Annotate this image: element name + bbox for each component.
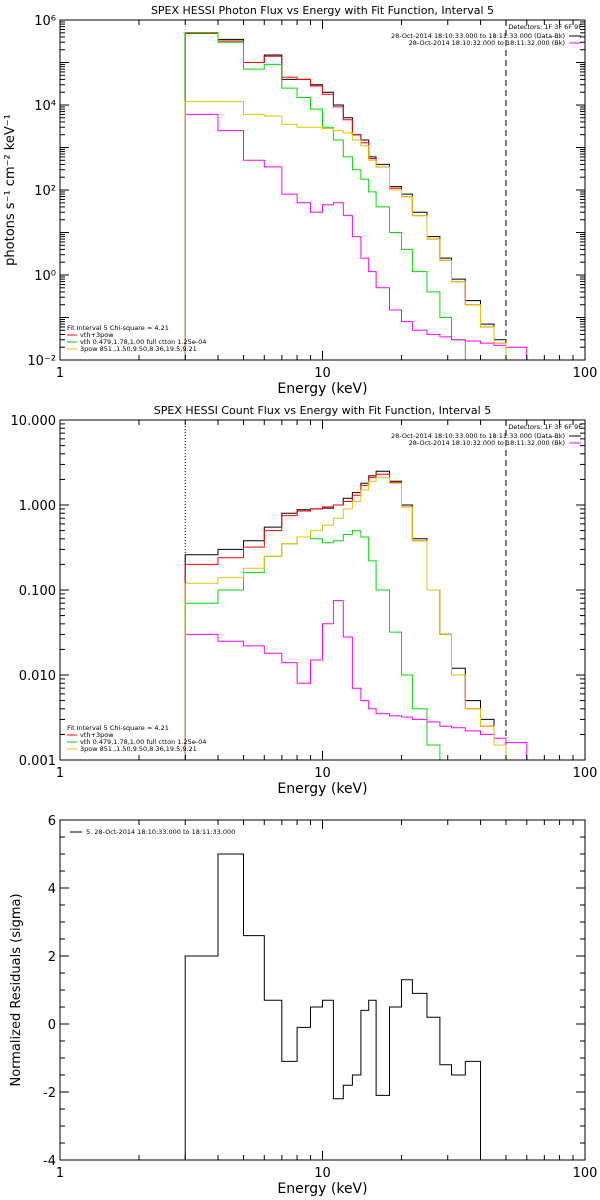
y-axis: 10⁻² 10⁰ 10² 10⁴ 10⁶ photons s⁻¹ cm⁻² keV⁻¹: [3, 14, 585, 369]
y-tick-label: 10⁶: [34, 14, 56, 29]
y-tick-label: 10⁻²: [27, 354, 56, 369]
x-tick-label: 100: [573, 1166, 598, 1181]
fit-legend-label: vth+3pow: [80, 731, 114, 739]
y-axis-label: photons s⁻¹ cm⁻² keV⁻¹: [3, 114, 18, 266]
x-axis: 1 10 100 Energy (keV): [56, 420, 598, 797]
y-tick-label: 0.010: [19, 669, 56, 684]
series-line-4: [184, 600, 528, 760]
fit-legend-label: 3pow 851.,1.50,9.50,8.36,19.5,9.21: [80, 345, 197, 353]
x-axis-label: Energy (keV): [277, 1181, 367, 1197]
y-tick-label: 10⁴: [34, 99, 56, 114]
y-axis: -4 -2 0 2 4 6 Normalized Residuals (sigma): [9, 814, 585, 1169]
y-tick-label: 0.100: [19, 584, 56, 599]
y-tick-label: 10⁰: [34, 269, 56, 284]
series-line-2: [184, 33, 507, 360]
y-tick-label: 2: [48, 950, 56, 965]
x-tick-label: 10: [314, 1166, 331, 1181]
x-tick-label: 1: [56, 1166, 64, 1181]
x-tick-label: 10: [314, 366, 331, 381]
legend-label: 28-Oct-2014 18:10:33.000 to 18:11:33.000…: [391, 32, 565, 40]
chart-panel-3: 1 10 100 Energy (keV) -4 -2 0 2 4 6 Normalized Res…: [9, 814, 597, 1197]
y-axis: 0.001 0.010 0.100 1.000 10.000: [11, 414, 585, 769]
y-tick-label: 4: [48, 882, 56, 897]
fit-legend-label: 3pow 851.,1.50,9.50,8.36,19.5,9.21: [80, 745, 197, 753]
x-tick-label: 100: [573, 366, 598, 381]
y-tick-label: 0: [48, 1018, 56, 1033]
legend: 5. 28-Oct-2014 18:10:33.000 to 18:11:33.…: [70, 828, 235, 836]
x-tick-label: 100: [573, 766, 598, 781]
fit-legend: Fit Interval 5 Chi-square = 4.21vth+3pow…: [67, 724, 206, 753]
y-tick-label: 0.001: [19, 754, 56, 769]
x-tick-label: 1: [56, 766, 64, 781]
y-tick-label: 10²: [34, 184, 56, 199]
series-line-4: [184, 113, 528, 360]
x-tick-label: 1: [56, 366, 64, 381]
y-tick-label: 6: [48, 814, 56, 829]
series-line-2: [184, 473, 507, 760]
y-axis-label: Normalized Residuals (sigma): [9, 893, 24, 1086]
fit-legend-header: Fit Interval 5 Chi-square = 4.21: [67, 724, 169, 732]
series-line-1: [184, 32, 507, 360]
x-axis: 1 10 100 Energy (keV): [56, 820, 598, 1197]
y-tick-label: -4: [43, 1154, 56, 1169]
legend-label: 5. 28-Oct-2014 18:10:33.000 to 18:11:33.…: [86, 828, 235, 836]
y-tick-label: -2: [43, 1086, 56, 1101]
series-line-5: [184, 101, 507, 360]
legend-label: 28-Oct-2014 18:10:33.000 to 18:11:33.000…: [391, 432, 565, 440]
series-group: [184, 32, 528, 360]
x-axis: 1 10 100 Energy (keV): [56, 20, 598, 397]
series-group: [184, 853, 481, 1160]
series-line-5: [184, 477, 528, 760]
x-axis-label: Energy (keV): [277, 381, 367, 397]
chart-title: SPEX HESSI Photon Flux vs Energy with Fi…: [151, 4, 494, 17]
fit-legend-label: vth+3pow: [80, 331, 114, 339]
plot-frame: [59, 819, 586, 1161]
fit-legend-label: vth 0.479,1.78,1.00 full ctton 1.25e-04: [80, 738, 206, 746]
legend-header: Detectors: 1F 3F 6F 9F: [508, 23, 582, 31]
series-group: [184, 470, 528, 760]
y-tick-label: 1.000: [19, 499, 56, 514]
series-line-3: [184, 530, 452, 760]
chart-panel-2: SPEX HESSI Count Flux vs Energy with Fit…: [11, 404, 598, 797]
series-line-3: [184, 32, 466, 360]
fit-legend-header: Fit Interval 5 Chi-square = 4.21: [67, 324, 169, 332]
fit-legend: Fit Interval 5 Chi-square = 4.21vth+3pow…: [67, 324, 206, 353]
x-axis-label: Energy (keV): [277, 781, 367, 797]
legend-label: 28-Oct-2014 18:10:32.000 to 18:11:32.000…: [409, 439, 565, 447]
x-tick-label: 10: [314, 766, 331, 781]
chart-panel-1: SPEX HESSI Photon Flux vs Energy with Fi…: [3, 4, 597, 397]
series-line-1: [184, 853, 481, 1160]
legend-label: 28-Oct-2014 18:10:32.000 to 18:11:32.000…: [409, 39, 565, 47]
legend-header: Detectors: 1F 3F 6F 9F: [508, 423, 582, 431]
chart-title: SPEX HESSI Count Flux vs Energy with Fit…: [154, 404, 491, 417]
fit-legend-label: vth 0.479,1.78,1.00 full ctton 1.25e-04: [80, 338, 206, 346]
series-line-1: [184, 470, 507, 760]
y-tick-label: 10.000: [11, 414, 57, 429]
